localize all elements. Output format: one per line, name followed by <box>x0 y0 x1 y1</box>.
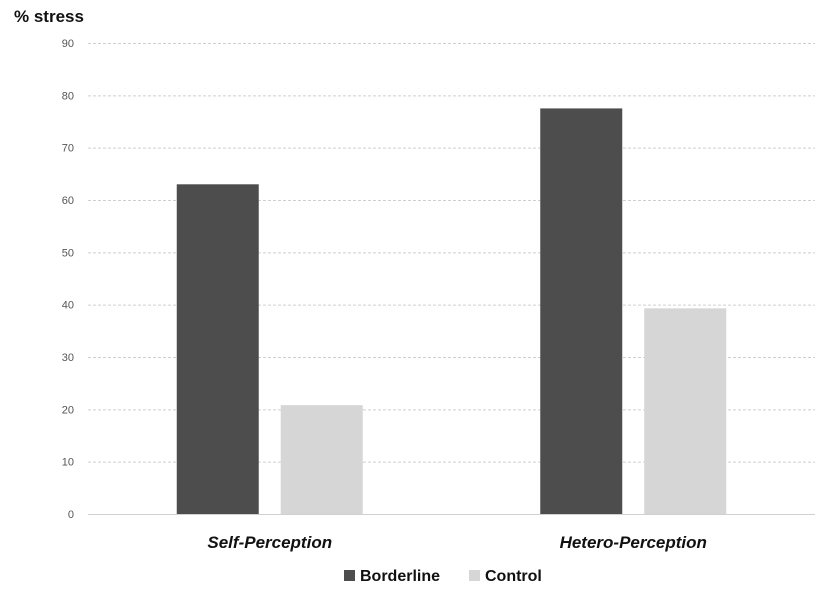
legend-swatch-borderline <box>344 570 355 581</box>
x-category-label: Hetero-Perception <box>560 533 707 552</box>
bar-borderline-hetero-perception <box>540 108 623 515</box>
y-tick-label: 60 <box>62 195 74 207</box>
x-category-label: Self-Perception <box>207 533 332 552</box>
legend-label-control: Control <box>485 568 542 585</box>
x-axis-categories: Self-Perception Hetero-Perception <box>207 533 707 552</box>
legend-swatch-control <box>469 570 480 581</box>
legend-label-borderline: Borderline <box>360 568 440 585</box>
y-tick-label: 10 <box>62 457 74 469</box>
y-tick-label: 30 <box>62 352 74 364</box>
y-axis-label: % stress <box>14 7 84 26</box>
y-tick-label: 70 <box>62 143 74 155</box>
legend: Borderline Control <box>344 568 542 585</box>
y-tick-label: 90 <box>62 38 74 50</box>
bar-borderline-self-perception <box>176 184 259 515</box>
bar-control-hetero-perception <box>644 308 727 514</box>
y-tick-label: 40 <box>62 300 74 312</box>
y-tick-label: 20 <box>62 404 74 416</box>
y-tick-label: 50 <box>62 247 74 259</box>
y-tick-label: 0 <box>68 509 74 521</box>
bars <box>176 108 727 515</box>
bar-control-self-perception <box>280 405 363 514</box>
y-axis-ticks: 0 10 20 30 40 50 60 70 80 90 <box>62 38 74 521</box>
y-tick-label: 80 <box>62 90 74 102</box>
